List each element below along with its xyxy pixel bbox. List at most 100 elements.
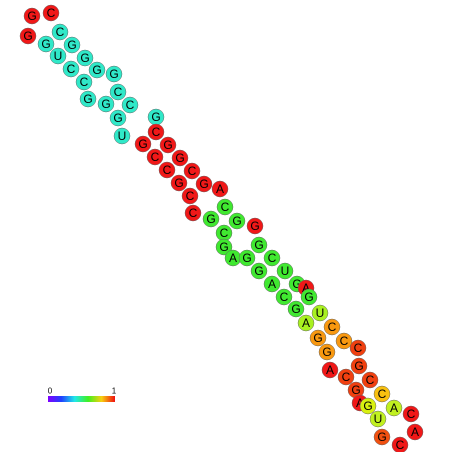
nucleotide-label: G xyxy=(351,383,360,397)
nucleotide-label: C xyxy=(221,200,230,214)
nucleotide-label: G xyxy=(92,63,101,77)
nucleotide xyxy=(42,4,60,22)
nucleotide-label: G xyxy=(377,430,386,444)
nucleotide-label: G xyxy=(322,345,331,359)
nucleotide xyxy=(19,27,37,45)
nucleotide-label: G xyxy=(199,177,208,191)
nucleotide-label: G xyxy=(354,359,363,373)
nucleotide xyxy=(300,288,318,306)
nucleotide xyxy=(311,304,329,322)
nucleotide xyxy=(147,123,165,141)
nucleotide-label: G xyxy=(175,151,184,165)
nucleotide xyxy=(216,198,234,216)
nucleotide xyxy=(170,174,188,192)
nucleotide-label: G xyxy=(67,38,76,52)
nucleotide xyxy=(109,109,127,127)
nucleotide xyxy=(97,95,115,113)
nucleotide-label: G xyxy=(23,29,32,43)
nucleotide-label: C xyxy=(268,251,277,265)
nucleotide xyxy=(146,148,164,166)
nucleotide xyxy=(276,262,294,280)
nucleotide xyxy=(369,410,387,428)
nucleotide xyxy=(158,161,176,179)
nucleotide xyxy=(79,90,97,108)
nucleotide-label: G xyxy=(242,251,251,265)
nucleotide xyxy=(171,149,189,167)
nucleotide xyxy=(373,428,391,446)
nucleotide xyxy=(183,162,201,180)
nucleotide xyxy=(385,399,403,417)
nucleotide-label: A xyxy=(268,277,276,291)
nucleotide-label: G xyxy=(138,137,147,151)
nucleotide xyxy=(238,249,256,267)
nucleotide-label: U xyxy=(374,412,383,426)
nucleotide xyxy=(246,217,264,235)
nucleotide-label: G xyxy=(254,264,263,278)
nucleotide xyxy=(109,83,127,101)
nucleotide xyxy=(275,288,293,306)
nucleotide xyxy=(49,47,67,65)
nucleotide xyxy=(88,61,106,79)
nucleotide xyxy=(228,212,246,230)
nucleotide xyxy=(263,249,281,267)
legend-min: 0 xyxy=(48,387,53,396)
nucleotide-label: G xyxy=(83,92,92,106)
nucleotide-label: C xyxy=(151,150,160,164)
nucleotide-label: G xyxy=(232,214,241,228)
nucleotide-label: C xyxy=(396,438,405,452)
nucleotide-label: C xyxy=(189,206,198,220)
nucleotide xyxy=(263,275,281,293)
nucleotide-label: G xyxy=(80,51,89,65)
nucleotide xyxy=(211,180,229,198)
nucleotide-label: C xyxy=(80,75,89,89)
nucleotide xyxy=(349,339,367,357)
nucleotide-label: C xyxy=(378,387,387,401)
nucleotide-label: G xyxy=(27,9,36,23)
nucleotide xyxy=(181,187,199,205)
nucleotide-label: C xyxy=(163,163,172,177)
nucleotide-label: C xyxy=(220,226,229,240)
nucleotide xyxy=(250,236,268,254)
nucleotide xyxy=(318,343,336,361)
nucleotide-label: G xyxy=(219,240,228,254)
nucleotide-label: C xyxy=(407,407,416,421)
nucleotide-label: G xyxy=(101,97,110,111)
nucleotide-label: A xyxy=(411,425,419,439)
nucleotide-label: G xyxy=(291,302,300,316)
nucleotide-label: A xyxy=(216,182,224,196)
nucleotide xyxy=(51,23,69,41)
nucleotide-label: G xyxy=(41,37,50,51)
nucleotide xyxy=(321,361,339,379)
nucleotide xyxy=(195,175,213,193)
nucleotide xyxy=(359,397,377,415)
nucleotide xyxy=(159,136,177,154)
nucleotide xyxy=(287,300,305,318)
nucleotide xyxy=(75,73,93,91)
nucleotide-label: G xyxy=(206,212,215,226)
nucleotide-label: U xyxy=(54,49,63,63)
nucleotide xyxy=(250,262,268,280)
nucleotide-label: A xyxy=(390,401,398,415)
nucleotide-label: G xyxy=(113,111,122,125)
nucleotide xyxy=(63,36,81,54)
nucleotide-label: C xyxy=(67,62,76,76)
nucleotide-label: G xyxy=(254,238,263,252)
nucleotide-label: C xyxy=(340,334,349,348)
nucleotide xyxy=(62,60,80,78)
nucleotide-label: C xyxy=(188,164,197,178)
nucleotide-label: C xyxy=(114,85,123,99)
nucleotide xyxy=(406,423,424,441)
nucleotide-label: C xyxy=(47,6,56,20)
nucleotide xyxy=(23,7,41,25)
nucleotide-label: G xyxy=(163,138,172,152)
nucleotide-label: A xyxy=(302,316,310,330)
nucleotide xyxy=(323,318,341,336)
nucleotide xyxy=(105,65,123,83)
nucleotide-label: G xyxy=(151,110,160,124)
nucleotide xyxy=(361,371,379,389)
nucleotide-label: C xyxy=(328,320,337,334)
nucleotide xyxy=(373,385,391,403)
nucleotide xyxy=(215,238,233,256)
